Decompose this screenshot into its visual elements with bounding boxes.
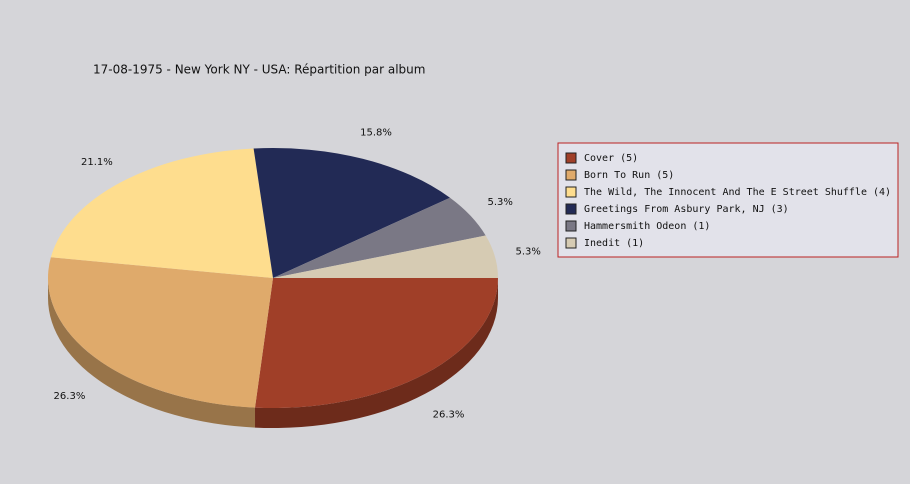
legend-box xyxy=(557,142,899,258)
legend-label: Hammersmith Odeon (1) xyxy=(584,221,710,232)
pie-slice xyxy=(273,235,498,278)
value-label: 5.3% xyxy=(487,197,512,208)
legend-swatch xyxy=(565,186,577,198)
legend-label: Inedit (1) xyxy=(584,238,644,249)
pie-slice xyxy=(50,148,273,278)
legend-label: Cover (5) xyxy=(584,153,638,164)
value-label: 15.8% xyxy=(360,128,392,139)
value-label: 5.3% xyxy=(515,247,540,258)
chart-title: 17-08-1975 - New York NY - USA: Répartit… xyxy=(93,63,425,77)
pie-slice xyxy=(255,278,498,408)
legend-swatch xyxy=(565,152,577,164)
legend-label: Born To Run (5) xyxy=(584,170,674,181)
pie-side xyxy=(48,278,256,428)
legend-swatch xyxy=(565,237,577,249)
value-label: 26.3% xyxy=(54,391,86,402)
value-label: 26.3% xyxy=(433,410,465,421)
legend-swatch xyxy=(565,169,577,181)
pie-slice xyxy=(253,148,451,278)
legend-label: The Wild, The Innocent And The E Street … xyxy=(584,187,891,198)
pie-slice xyxy=(273,197,486,278)
legend-swatch xyxy=(565,203,577,215)
legend-label: Greetings From Asbury Park, NJ (3) xyxy=(584,204,789,215)
legend: Cover (5) Born To Run (5) The Wild, The In… xyxy=(565,152,891,249)
pie-slice xyxy=(47,257,274,408)
pie-side xyxy=(255,278,498,428)
value-label: 21.1% xyxy=(81,157,113,168)
legend-swatch xyxy=(565,220,577,232)
